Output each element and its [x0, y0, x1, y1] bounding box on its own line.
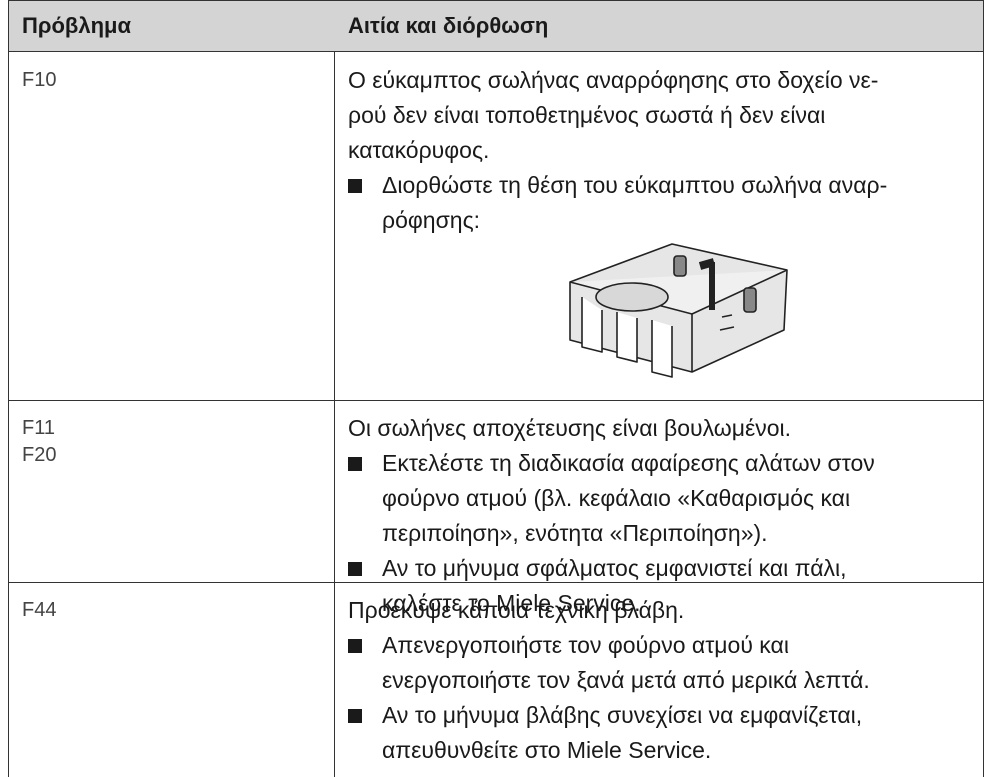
code-cell: F10: [9, 52, 334, 400]
bullet-item: Διορθώστε τη θέση του εύκαμπτου σωλήνα α…: [348, 168, 983, 238]
header-cell: Αιτία και διόρθωση: [335, 0, 983, 52]
error-code: F44: [22, 599, 57, 621]
cause-cell: Ο εύκαμπτος σωλήνας αναρρόφησης στο δοχε…: [335, 52, 983, 400]
action-text: ενεργοποιήστε τον ξανά μετά από μερικά λ…: [382, 667, 870, 693]
action-text: Αν το μήνυμα σφάλματος εμφανιστεί και πά…: [382, 555, 847, 581]
code-cell: F44: [9, 582, 334, 777]
bullet: [348, 457, 362, 471]
code-cell: F11 F20: [9, 400, 334, 582]
cause-text: Ο εύκαμπτος σωλήνας αναρρόφησης στο δοχε…: [348, 67, 879, 93]
error-code: F10: [22, 69, 57, 91]
error-code: F20: [22, 444, 57, 466]
bullet-item: Αν το μήνυμα σφάλματος εμφανιστεί και πά…: [348, 551, 983, 621]
cause-cell: Προέκυψε κάποια τεχνική βλάβη. Απενεργοπο…: [335, 582, 983, 777]
action-text: ρόφησης:: [382, 207, 481, 233]
cause-cell: Οι σωλήνες αποχέτευσης είναι βουλωμένοι.…: [335, 400, 983, 616]
header-cell: Πρόβλημα: [9, 0, 335, 52]
action-text: φούρνο ατμού (βλ. κεφάλαιο «Καθαρισμός κ…: [382, 485, 851, 511]
cause-text: Προέκυψε κάποια τεχνική βλάβη.: [348, 597, 685, 623]
action-text: περιποίηση», ενότητα «Περιποίηση»).: [382, 520, 768, 546]
bullet: [348, 709, 362, 723]
bullet: [348, 179, 362, 193]
bullet-item: Αν το μήνυμα βλάβης συνεχίσει να εμφανίζ…: [348, 698, 983, 768]
action-text: καλέστε το Miele Service.: [382, 590, 641, 616]
row-divider: [9, 400, 983, 401]
row-divider: [9, 582, 983, 583]
water-tank-illustration: [569, 243, 788, 378]
table: Πρόβλημα Αιτία και διόρθωση F10 Ο εύκαμπτος…: [8, 0, 984, 777]
cause-text: Οι σωλήνες αποχέτευσης είναι βουλωμένοι.: [348, 415, 792, 441]
cause-text: ρού δεν είναι τοποθετημένος σωστά ή δεν …: [348, 102, 826, 128]
bullet: [348, 639, 362, 653]
action-text: απευθυνθείτε στο Miele Service.: [382, 737, 712, 763]
action-text: Διορθώστε τη θέση του εύκαμπτου σωλήνα α…: [382, 172, 888, 198]
cause-text: κατακόρυφος.: [348, 137, 490, 163]
column-divider: [334, 0, 335, 777]
error-code: F11: [22, 417, 55, 439]
bullet-item: Εκτελέστε τη διαδικασία αφαίρεσης αλάτων…: [348, 446, 983, 551]
action-text: Αν το μήνυμα βλάβης συνεχίσει να εμφανίζ…: [382, 702, 863, 728]
action-text: Απενεργοποιήστε τον φούρνο ατμού και: [382, 632, 789, 658]
bullet-item: Απενεργοποιήστε τον φούρνο ατμού και ενερ…: [348, 628, 983, 698]
action-text: Εκτελέστε τη διαδικασία αφαίρεσης αλάτων…: [382, 450, 875, 476]
bullet: [348, 562, 362, 576]
